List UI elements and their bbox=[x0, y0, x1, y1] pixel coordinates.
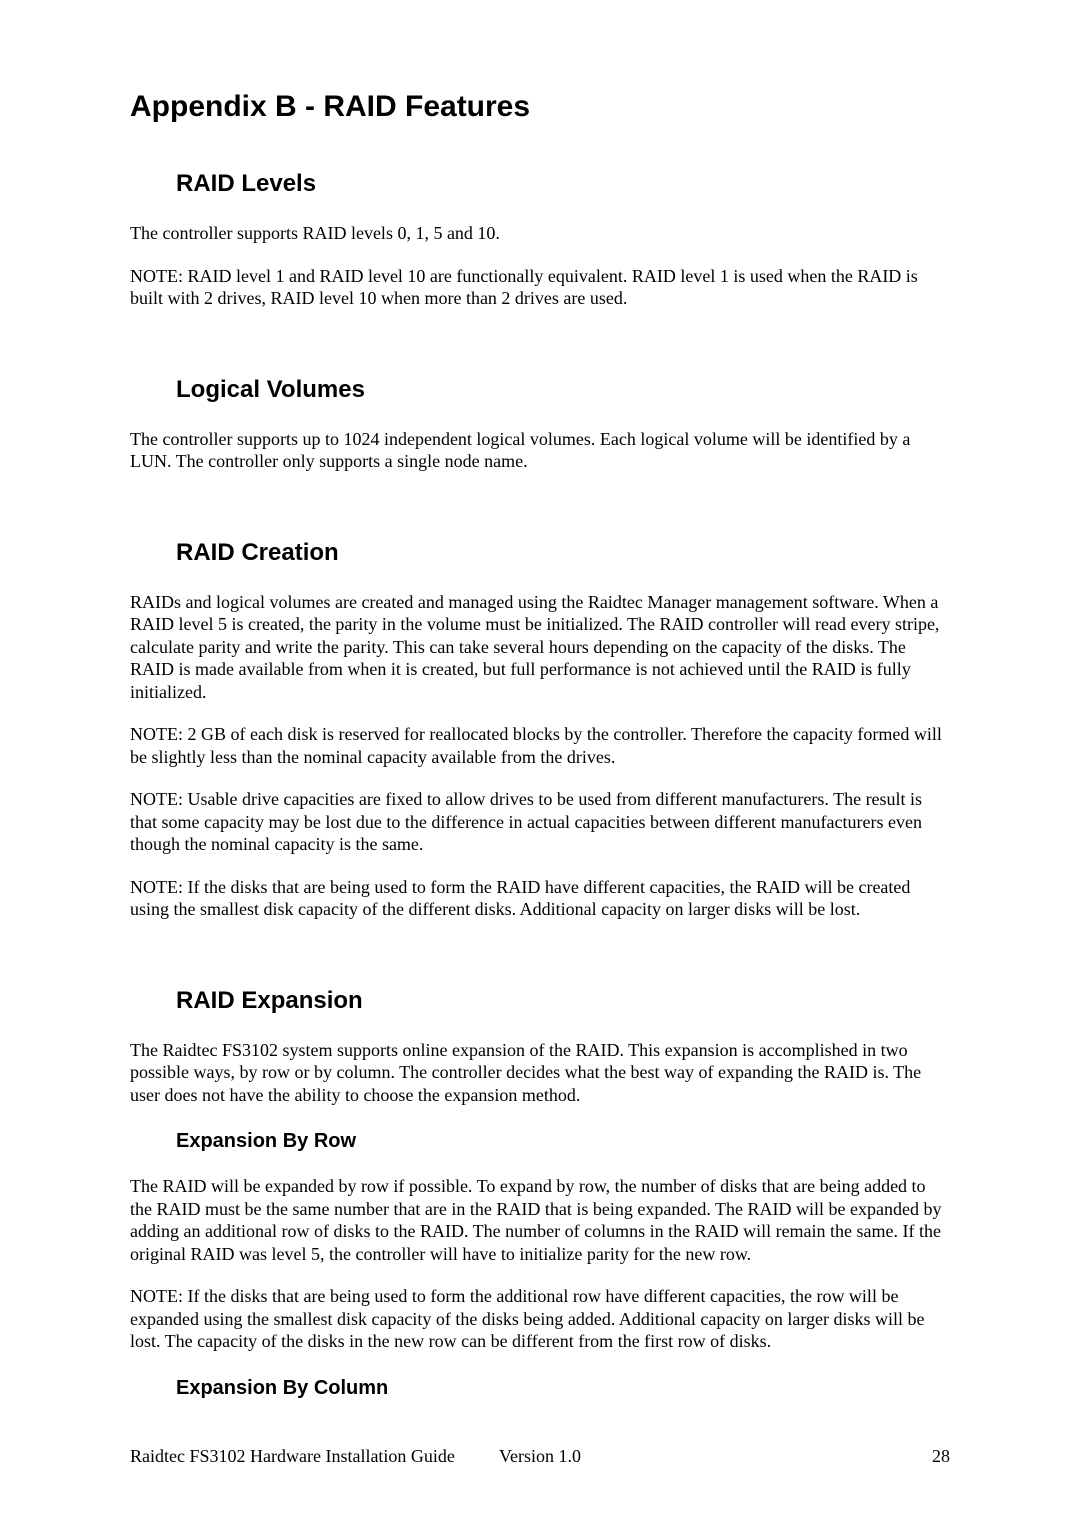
body-paragraph-note: NOTE: If the disks that are being used t… bbox=[130, 876, 950, 921]
section-heading-raid-levels: RAID Levels bbox=[176, 170, 950, 198]
body-paragraph-note: NOTE: 2 GB of each disk is reserved for … bbox=[130, 723, 950, 768]
footer-page-number: 28 bbox=[932, 1446, 950, 1467]
footer-version: Version 1.0 bbox=[130, 1446, 950, 1467]
spacer bbox=[130, 330, 950, 348]
body-paragraph: The RAID will be expanded by row if poss… bbox=[130, 1175, 950, 1265]
body-paragraph: The Raidtec FS3102 system supports onlin… bbox=[130, 1039, 950, 1107]
document-page: Appendix B - RAID Features RAID Levels T… bbox=[0, 0, 1080, 1528]
section-heading-logical-volumes: Logical Volumes bbox=[176, 376, 950, 404]
spacer bbox=[130, 941, 950, 959]
spacer bbox=[130, 493, 950, 511]
body-paragraph-note: NOTE: Usable drive capacities are fixed … bbox=[130, 788, 950, 856]
section-heading-raid-creation: RAID Creation bbox=[176, 539, 950, 567]
section-heading-raid-expansion: RAID Expansion bbox=[176, 987, 950, 1015]
subsection-heading-expansion-by-column: Expansion By Column bbox=[176, 1377, 950, 1400]
body-paragraph: RAIDs and logical volumes are created an… bbox=[130, 591, 950, 704]
appendix-title: Appendix B - RAID Features bbox=[130, 90, 950, 124]
body-paragraph-note: NOTE: RAID level 1 and RAID level 10 are… bbox=[130, 265, 950, 310]
subsection-heading-expansion-by-row: Expansion By Row bbox=[176, 1130, 950, 1153]
body-paragraph-note: NOTE: If the disks that are being used t… bbox=[130, 1285, 950, 1353]
body-paragraph: The controller supports RAID levels 0, 1… bbox=[130, 222, 950, 245]
body-paragraph: The controller supports up to 1024 indep… bbox=[130, 428, 950, 473]
